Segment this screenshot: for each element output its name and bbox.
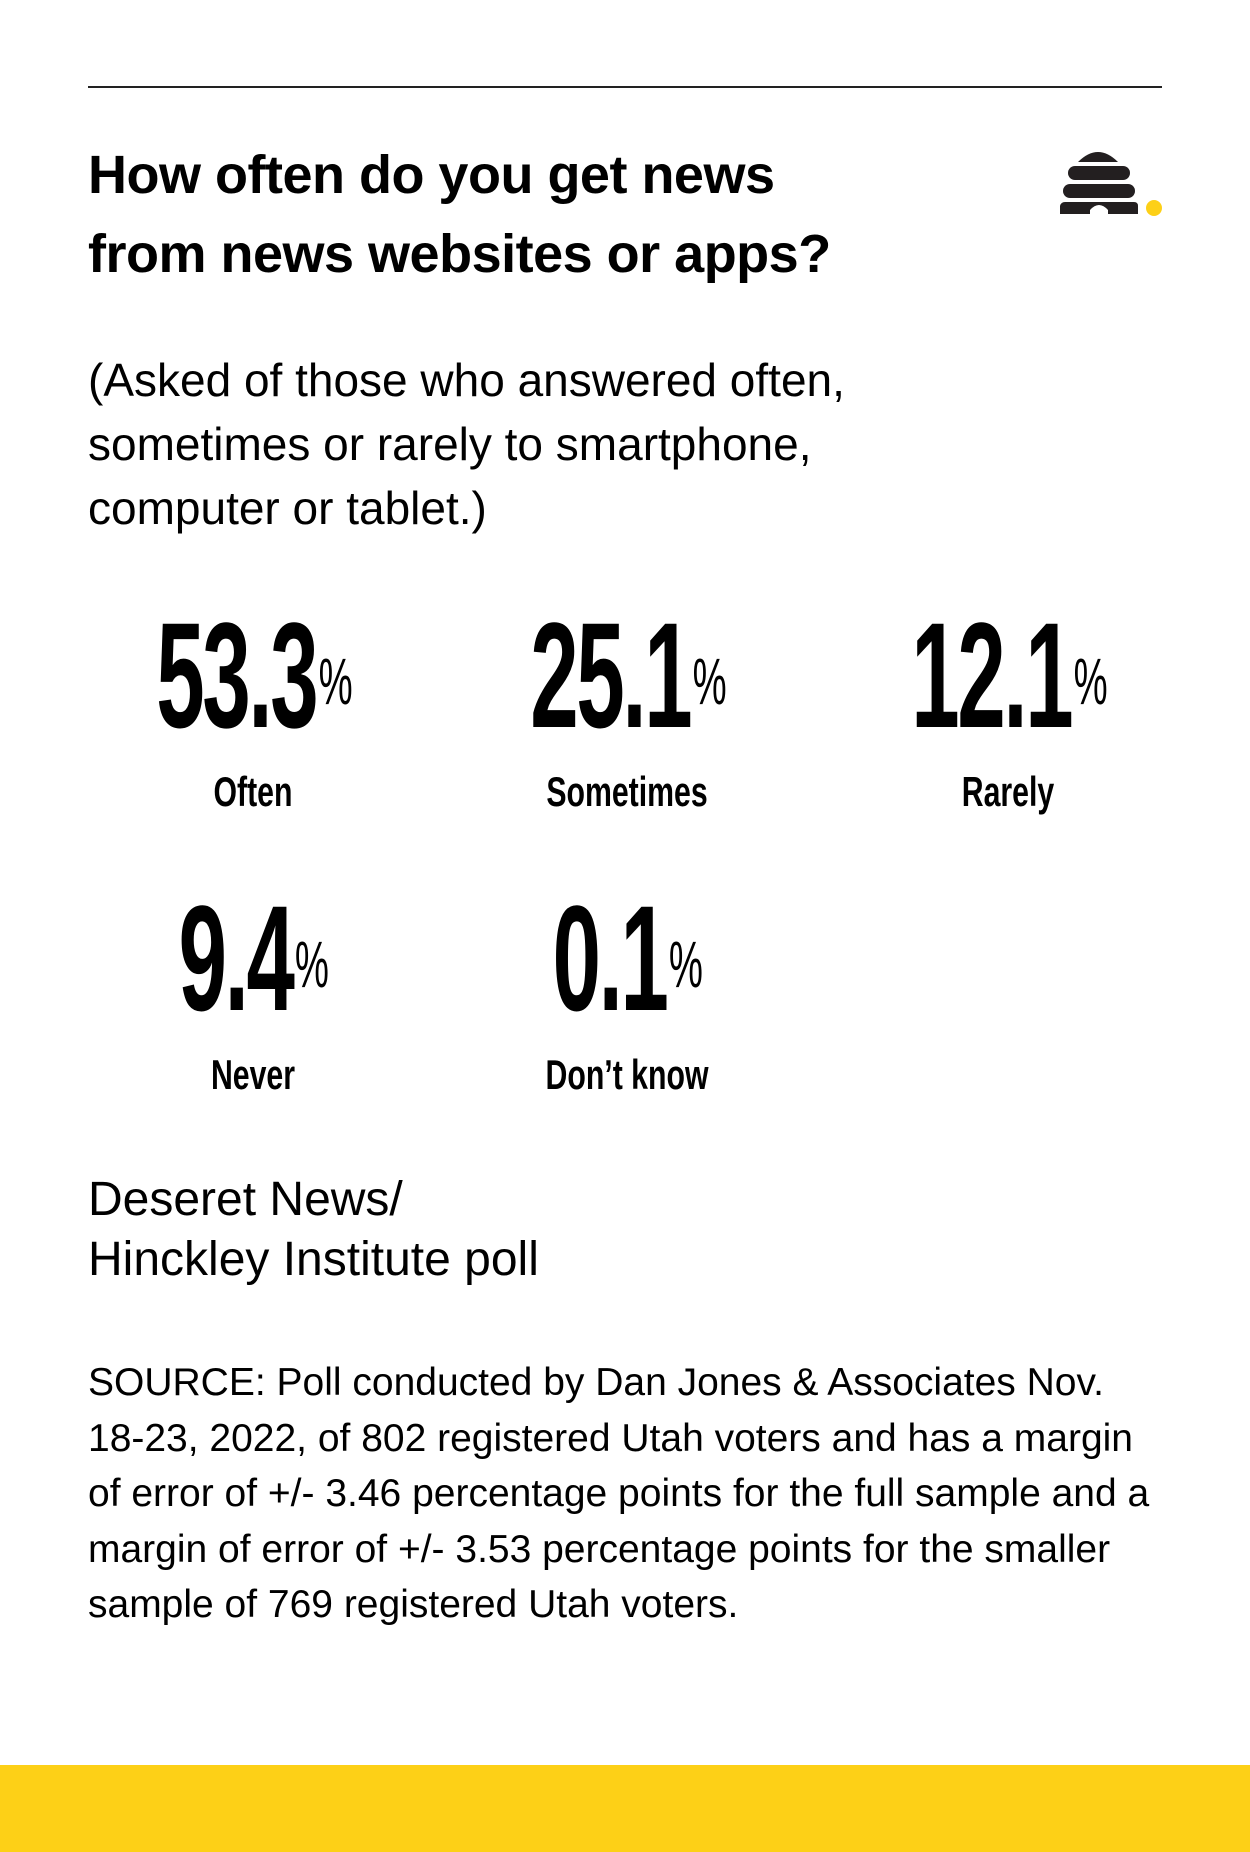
stat-value: 53.3% bbox=[155, 591, 352, 759]
poll-credit: Deseret News/ Hinckley Institute poll bbox=[88, 1170, 539, 1290]
stat-often: 53.3% Often bbox=[73, 600, 433, 816]
stat-label: Sometimes bbox=[546, 768, 708, 815]
stat-dont-know: 0.1% Don’t know bbox=[447, 883, 807, 1099]
title-line-1: How often do you get news bbox=[88, 145, 775, 205]
stat-value: 12.1% bbox=[910, 591, 1107, 759]
stat-never: 9.4% Never bbox=[73, 883, 433, 1099]
stat-value: 9.4% bbox=[178, 874, 329, 1042]
poll-credit-line-2: Hinckley Institute poll bbox=[88, 1233, 539, 1286]
beehive-icon bbox=[1060, 152, 1162, 216]
subtitle-line-2: sometimes or rarely to smartphone, bbox=[88, 418, 812, 470]
top-divider bbox=[88, 86, 1162, 88]
stat-label: Don’t know bbox=[545, 1051, 709, 1098]
yellow-dot bbox=[1146, 200, 1162, 216]
page-title: How often do you get news from news webs… bbox=[88, 136, 988, 294]
footer-accent-band bbox=[0, 1765, 1250, 1852]
subtitle-line-3: computer or tablet.) bbox=[88, 482, 487, 534]
title-line-2: from news websites or apps? bbox=[88, 224, 831, 284]
stat-value: 0.1% bbox=[552, 874, 703, 1042]
stat-rarely: 12.1% Rarely bbox=[828, 600, 1188, 816]
stat-label: Never bbox=[210, 1051, 296, 1098]
subtitle-line-1: (Asked of those who answered often, bbox=[88, 354, 845, 406]
source-note: SOURCE: Poll conducted by Dan Jones & As… bbox=[88, 1361, 1150, 1626]
stat-label: Often bbox=[213, 768, 293, 815]
stat-sometimes: 25.1% Sometimes bbox=[447, 600, 807, 816]
subtitle: (Asked of those who answered often, some… bbox=[88, 348, 988, 540]
stat-label: Rarely bbox=[961, 768, 1055, 815]
stat-value: 25.1% bbox=[529, 591, 726, 759]
poll-credit-line-1: Deseret News/ bbox=[88, 1173, 403, 1226]
